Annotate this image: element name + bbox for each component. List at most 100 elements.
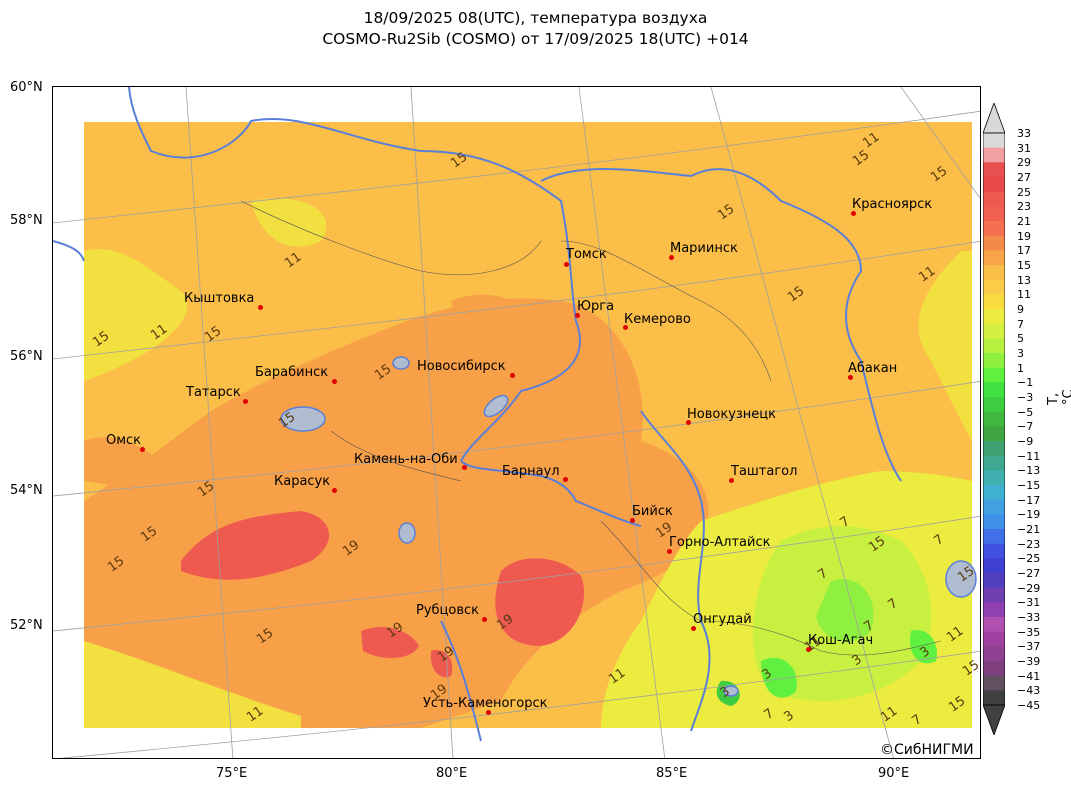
colorbar-tick-label: 3 bbox=[1017, 347, 1024, 360]
city-label[interactable]: Онгудай bbox=[693, 612, 752, 627]
colorbar-swatch bbox=[983, 147, 1005, 163]
city-label[interactable]: Татарск bbox=[186, 385, 241, 400]
colorbar-swatch bbox=[983, 294, 1005, 310]
colorbar-tick-label: 5 bbox=[1017, 332, 1024, 346]
colorbar-tick-label: −7 bbox=[1017, 420, 1034, 434]
colorbar-tick-label: −25 bbox=[1017, 552, 1041, 566]
colorbar-tick-label: −31 bbox=[1017, 596, 1041, 610]
colorbar-swatch bbox=[983, 411, 1005, 427]
city-label[interactable]: Горно-Алтайск bbox=[669, 535, 771, 550]
map-area[interactable]: 15 11 15 15 11 15 15 15 15 15 11 15 15 1… bbox=[52, 86, 981, 759]
colorbar-swatch bbox=[983, 235, 1005, 251]
colorbar-tick-label: −23 bbox=[1017, 537, 1041, 551]
city-marker bbox=[669, 255, 674, 260]
city-label[interactable]: Абакан bbox=[848, 361, 898, 376]
city-marker bbox=[575, 313, 580, 318]
lat-label: 58°N bbox=[10, 213, 43, 228]
colorbar-tick-label: 15 bbox=[1017, 259, 1031, 272]
colorbar-swatch bbox=[983, 455, 1005, 471]
colorbar-swatch bbox=[983, 177, 1005, 193]
colorbar-swatch bbox=[983, 265, 1005, 281]
city-marker bbox=[332, 488, 337, 493]
city-marker bbox=[243, 399, 248, 404]
city-label[interactable]: Юрга bbox=[577, 299, 615, 314]
city-label[interactable]: Рубцовск bbox=[416, 603, 480, 618]
colorbar-swatch bbox=[983, 602, 1005, 618]
city-marker bbox=[564, 262, 569, 267]
colorbar-tick-label: −5 bbox=[1017, 405, 1034, 419]
colorbar-tick-label: −43 bbox=[1017, 684, 1041, 698]
colorbar-swatch bbox=[983, 279, 1005, 295]
colorbar-tick-label: 21 bbox=[1017, 215, 1031, 228]
colorbar-swatch bbox=[983, 426, 1005, 442]
city-marker bbox=[332, 379, 337, 384]
colorbar-swatch bbox=[983, 221, 1005, 237]
city-label[interactable]: Камень-на-Оби bbox=[354, 452, 458, 467]
city-label[interactable]: Карасук bbox=[274, 474, 331, 489]
city-label[interactable]: Красноярск bbox=[852, 197, 933, 212]
city-label[interactable]: Томск bbox=[566, 247, 607, 262]
colorbar-swatch bbox=[983, 690, 1005, 706]
lon-label: 85°E bbox=[656, 766, 688, 781]
lon-label: 80°E bbox=[436, 766, 468, 781]
city-marker bbox=[140, 447, 145, 452]
colorbar-tick-label: −13 bbox=[1017, 464, 1041, 478]
colorbar-tick-label: 13 bbox=[1017, 273, 1031, 287]
colorbar-tick-label: −41 bbox=[1017, 669, 1041, 683]
colorbar-tick-label: 25 bbox=[1017, 185, 1031, 199]
city-label[interactable]: Бийск bbox=[632, 504, 673, 519]
colorbar-tick-label: 33 bbox=[1017, 127, 1031, 140]
colorbar-tick-label: −33 bbox=[1017, 611, 1041, 624]
city-label[interactable]: Новосибирск bbox=[417, 359, 506, 374]
colorbar-swatch bbox=[983, 529, 1005, 545]
colorbar-unit: T,°C bbox=[1046, 389, 1071, 405]
city-marker bbox=[510, 373, 515, 378]
colorbar-tick-label: −19 bbox=[1017, 508, 1041, 522]
city-label[interactable]: Новокузнецк bbox=[687, 407, 777, 422]
city-label[interactable]: Кемерово bbox=[624, 312, 691, 327]
city-label[interactable]: Барнаул bbox=[502, 464, 560, 479]
colorbar-tick-label: 7 bbox=[1017, 317, 1024, 331]
city-marker bbox=[486, 710, 491, 715]
colorbar-swatch bbox=[983, 133, 1005, 149]
colorbar-tick-label: −11 bbox=[1017, 449, 1041, 463]
city-marker bbox=[851, 211, 856, 216]
colorbar-tick-label: −35 bbox=[1017, 625, 1041, 639]
colorbar-tick-label: −9 bbox=[1017, 435, 1034, 448]
city-marker bbox=[462, 465, 467, 470]
colorbar-swatch bbox=[983, 250, 1005, 266]
city-label[interactable]: Усть-Каменогорск bbox=[423, 696, 548, 711]
colorbar-tick-label: 19 bbox=[1017, 229, 1031, 243]
city-marker bbox=[729, 478, 734, 483]
colorbar-swatch bbox=[983, 441, 1005, 457]
colorbar bbox=[983, 103, 1005, 735]
lat-label: 52°N bbox=[10, 618, 43, 633]
colorbar-swatch bbox=[983, 323, 1005, 339]
city-marker bbox=[806, 647, 811, 652]
city-label[interactable]: Таштагол bbox=[731, 464, 798, 479]
colorbar-swatch bbox=[983, 558, 1005, 574]
city-label[interactable]: Кош-Агач bbox=[808, 633, 874, 648]
lon-label: 90°E bbox=[878, 766, 910, 781]
colorbar-tick-label: −17 bbox=[1017, 493, 1041, 507]
title-line-1: 18/09/2025 08(UTC), температура воздуха bbox=[363, 9, 708, 27]
lat-label: 54°N bbox=[10, 483, 43, 498]
colorbar-tick-label: 17 bbox=[1017, 244, 1031, 258]
city-label[interactable]: Кыштовка bbox=[184, 291, 255, 306]
colorbar-tick-label: −27 bbox=[1017, 567, 1041, 580]
city-label[interactable]: Омск bbox=[106, 433, 142, 448]
city-marker bbox=[258, 305, 263, 310]
colorbar-tick-label: −29 bbox=[1017, 581, 1041, 595]
colorbar-swatch bbox=[983, 543, 1005, 559]
colorbar-tick-label: 1 bbox=[1017, 361, 1024, 375]
city-label[interactable]: Барабинск bbox=[255, 365, 329, 380]
city-marker bbox=[686, 420, 691, 425]
colorbar-swatch bbox=[983, 617, 1005, 633]
colorbar-swatch bbox=[983, 514, 1005, 530]
colorbar-swatch bbox=[983, 661, 1005, 677]
colorbar-swatch bbox=[983, 470, 1005, 486]
colorbar-max-arrow bbox=[983, 103, 1005, 134]
colorbar-min-arrow bbox=[983, 704, 1005, 735]
city-label[interactable]: Мариинск bbox=[670, 241, 738, 256]
lat-label: 60°N bbox=[10, 80, 43, 95]
